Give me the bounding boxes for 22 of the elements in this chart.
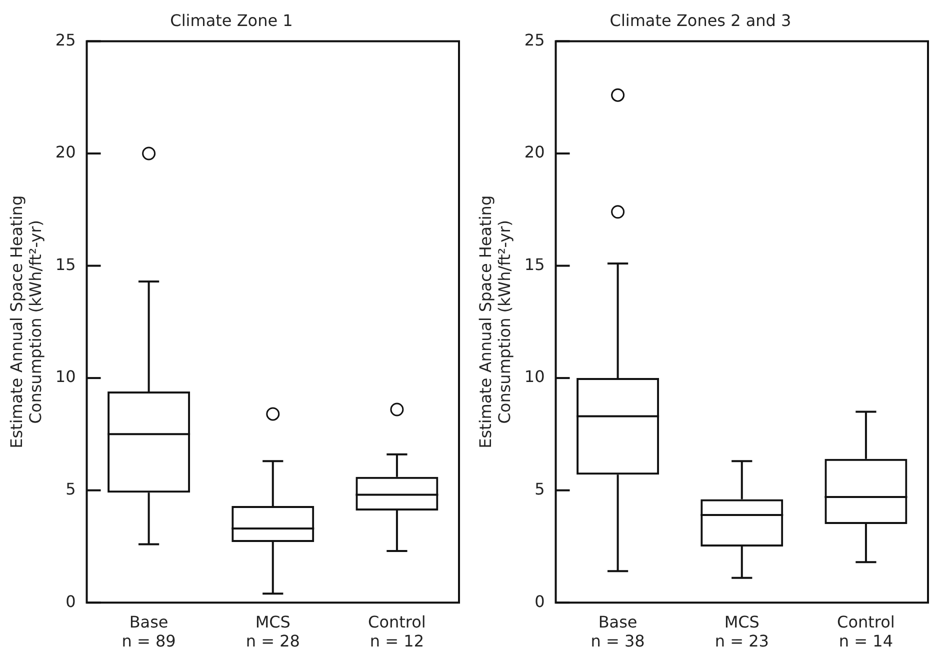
y-tick-label: 0 <box>66 592 76 611</box>
x-tick-label: MCS n = 23 <box>714 612 769 651</box>
chart-title: Climate Zone 1 <box>170 10 293 30</box>
y-tick-label: 5 <box>66 479 76 498</box>
x-tick-label: MCS n = 28 <box>246 612 300 651</box>
y-tick-label: 20 <box>524 142 545 162</box>
y-tick-label: 10 <box>55 367 76 386</box>
y-axis-title: Estimate Annual Space Heating Consumption (kWh/ft²-yr) <box>6 195 45 448</box>
y-tick-label: 20 <box>55 142 76 162</box>
y-tick-label: 0 <box>534 592 545 611</box>
y-tick-label: 5 <box>534 479 545 498</box>
y-tick-label: 15 <box>524 254 545 274</box>
y-tick-label: 10 <box>524 367 545 386</box>
x-tick-label: Control n = 14 <box>837 612 895 651</box>
x-tick-label: Control n = 12 <box>368 612 426 651</box>
y-axis-title: Estimate Annual Space Heating Consumption (kWh/ft²-yr) <box>476 195 514 448</box>
y-tick-label: 15 <box>55 254 76 274</box>
chart-title: Climate Zones 2 and 3 <box>610 10 792 30</box>
y-tick-label: 25 <box>55 30 76 50</box>
x-tick-label: Base n = 89 <box>122 612 176 651</box>
y-tick-label: 25 <box>524 30 545 50</box>
x-tick-label: Base n = 38 <box>590 612 645 651</box>
